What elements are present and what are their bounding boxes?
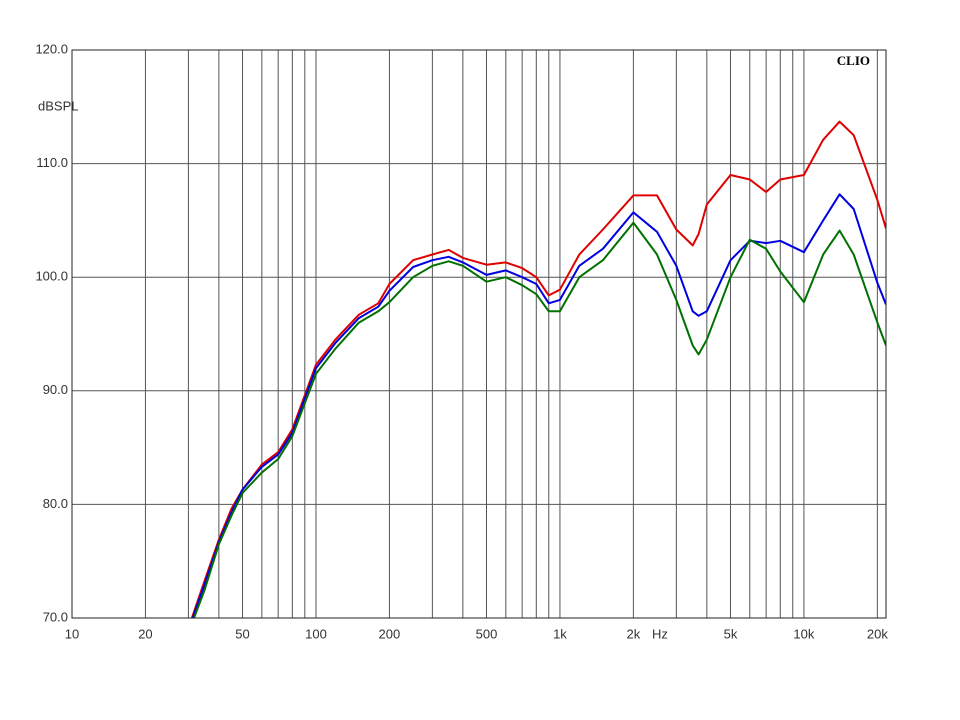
response-curve	[192, 221, 886, 618]
x-axis-label: Hz	[652, 626, 668, 641]
y-tick-label: 90.0	[43, 382, 68, 397]
x-tick-label: 20k	[867, 626, 888, 641]
x-tick-label: 2k	[627, 626, 641, 641]
y-tick-label: 100.0	[35, 269, 68, 284]
x-tick-label: 10	[65, 626, 79, 641]
x-tick-label: 100	[305, 626, 327, 641]
x-tick-label: 500	[476, 626, 498, 641]
curves	[190, 120, 886, 618]
annotation: CLIO	[837, 53, 870, 68]
y-tick-label: 70.0	[43, 609, 68, 624]
x-tick-label: 10k	[793, 626, 814, 641]
plot-frame	[71, 49, 887, 619]
y-axis-label: dBSPL	[38, 98, 78, 113]
x-tick-label: 1k	[553, 626, 567, 641]
y-tick-label: 110.0	[36, 155, 68, 170]
x-tick-label: 200	[379, 626, 401, 641]
y-tick-label: 120.0	[35, 41, 68, 56]
y-tick-label: 80.0	[43, 496, 68, 511]
response-curve	[190, 120, 886, 618]
grid	[71, 49, 886, 619]
x-tick-label: 5k	[724, 626, 738, 641]
x-tick-label: 50	[235, 626, 249, 641]
x-tick-label: 20	[138, 626, 152, 641]
response-curve	[191, 193, 886, 618]
